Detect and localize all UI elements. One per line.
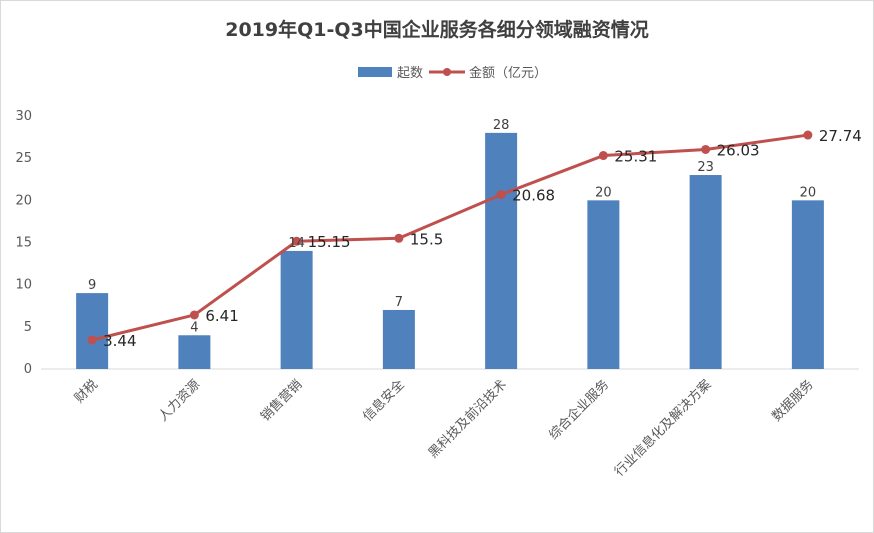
x-tick-label: 数据服务	[769, 377, 817, 425]
y-tick-label: 30	[15, 109, 32, 124]
y-tick-label: 5	[24, 320, 32, 335]
bar	[587, 200, 620, 369]
y-tick-label: 20	[15, 193, 32, 208]
bar-data-label: 23	[697, 160, 714, 175]
line-data-label: 3.44	[103, 332, 136, 350]
line-point	[496, 190, 506, 200]
line-data-label: 26.03	[717, 141, 760, 159]
x-tick-label: 销售营销	[257, 377, 305, 425]
legend-line-label: 金额（亿元）	[469, 65, 547, 81]
bar	[178, 335, 211, 369]
bar	[280, 250, 313, 369]
y-tick-label: 25	[15, 151, 32, 166]
legend-bar-label: 起数	[397, 66, 423, 81]
bar-data-label: 9	[88, 278, 96, 293]
line-point	[292, 236, 302, 246]
line-point	[598, 151, 608, 161]
bar	[791, 200, 824, 369]
legend-bar-swatch	[358, 67, 392, 77]
line-data-label: 20.68	[512, 187, 555, 205]
chart-title: 2019年Q1-Q3中国企业服务各细分领域融资情况	[225, 19, 649, 41]
bar	[76, 293, 109, 369]
line-point	[701, 144, 711, 154]
line-data-label: 15.5	[410, 230, 443, 248]
x-tick-label: 黑科技及前沿技术	[425, 377, 510, 462]
bar-data-label: 20	[800, 185, 817, 200]
legend-line-marker	[443, 68, 451, 76]
line-point	[803, 130, 813, 140]
bar	[382, 309, 415, 369]
x-tick-label: 人力资源	[156, 377, 203, 424]
bar-data-label: 20	[595, 185, 612, 200]
bar	[689, 175, 722, 369]
y-tick-label: 0	[24, 362, 32, 377]
line-point	[87, 335, 97, 345]
bar-data-label: 28	[493, 118, 510, 133]
line-data-label: 27.74	[819, 127, 862, 145]
line-point	[394, 233, 404, 243]
line-data-label: 25.31	[614, 148, 657, 166]
line-data-label: 6.41	[205, 307, 238, 325]
line-point	[189, 310, 199, 320]
bar	[485, 132, 518, 369]
y-tick-label: 10	[15, 278, 32, 293]
x-tick-label: 财税	[72, 377, 101, 406]
bar-data-label: 14	[288, 236, 305, 251]
bar-data-label: 4	[190, 320, 198, 335]
x-tick-label: 综合企业服务	[546, 377, 612, 443]
line-data-label: 15.15	[308, 233, 351, 251]
series-line	[91, 133, 809, 342]
x-tick-label: 信息安全	[360, 377, 408, 425]
bar-data-label: 7	[395, 295, 403, 310]
x-tick-label: 行业信息化及解决方案	[611, 377, 714, 480]
y-tick-label: 15	[15, 236, 32, 251]
